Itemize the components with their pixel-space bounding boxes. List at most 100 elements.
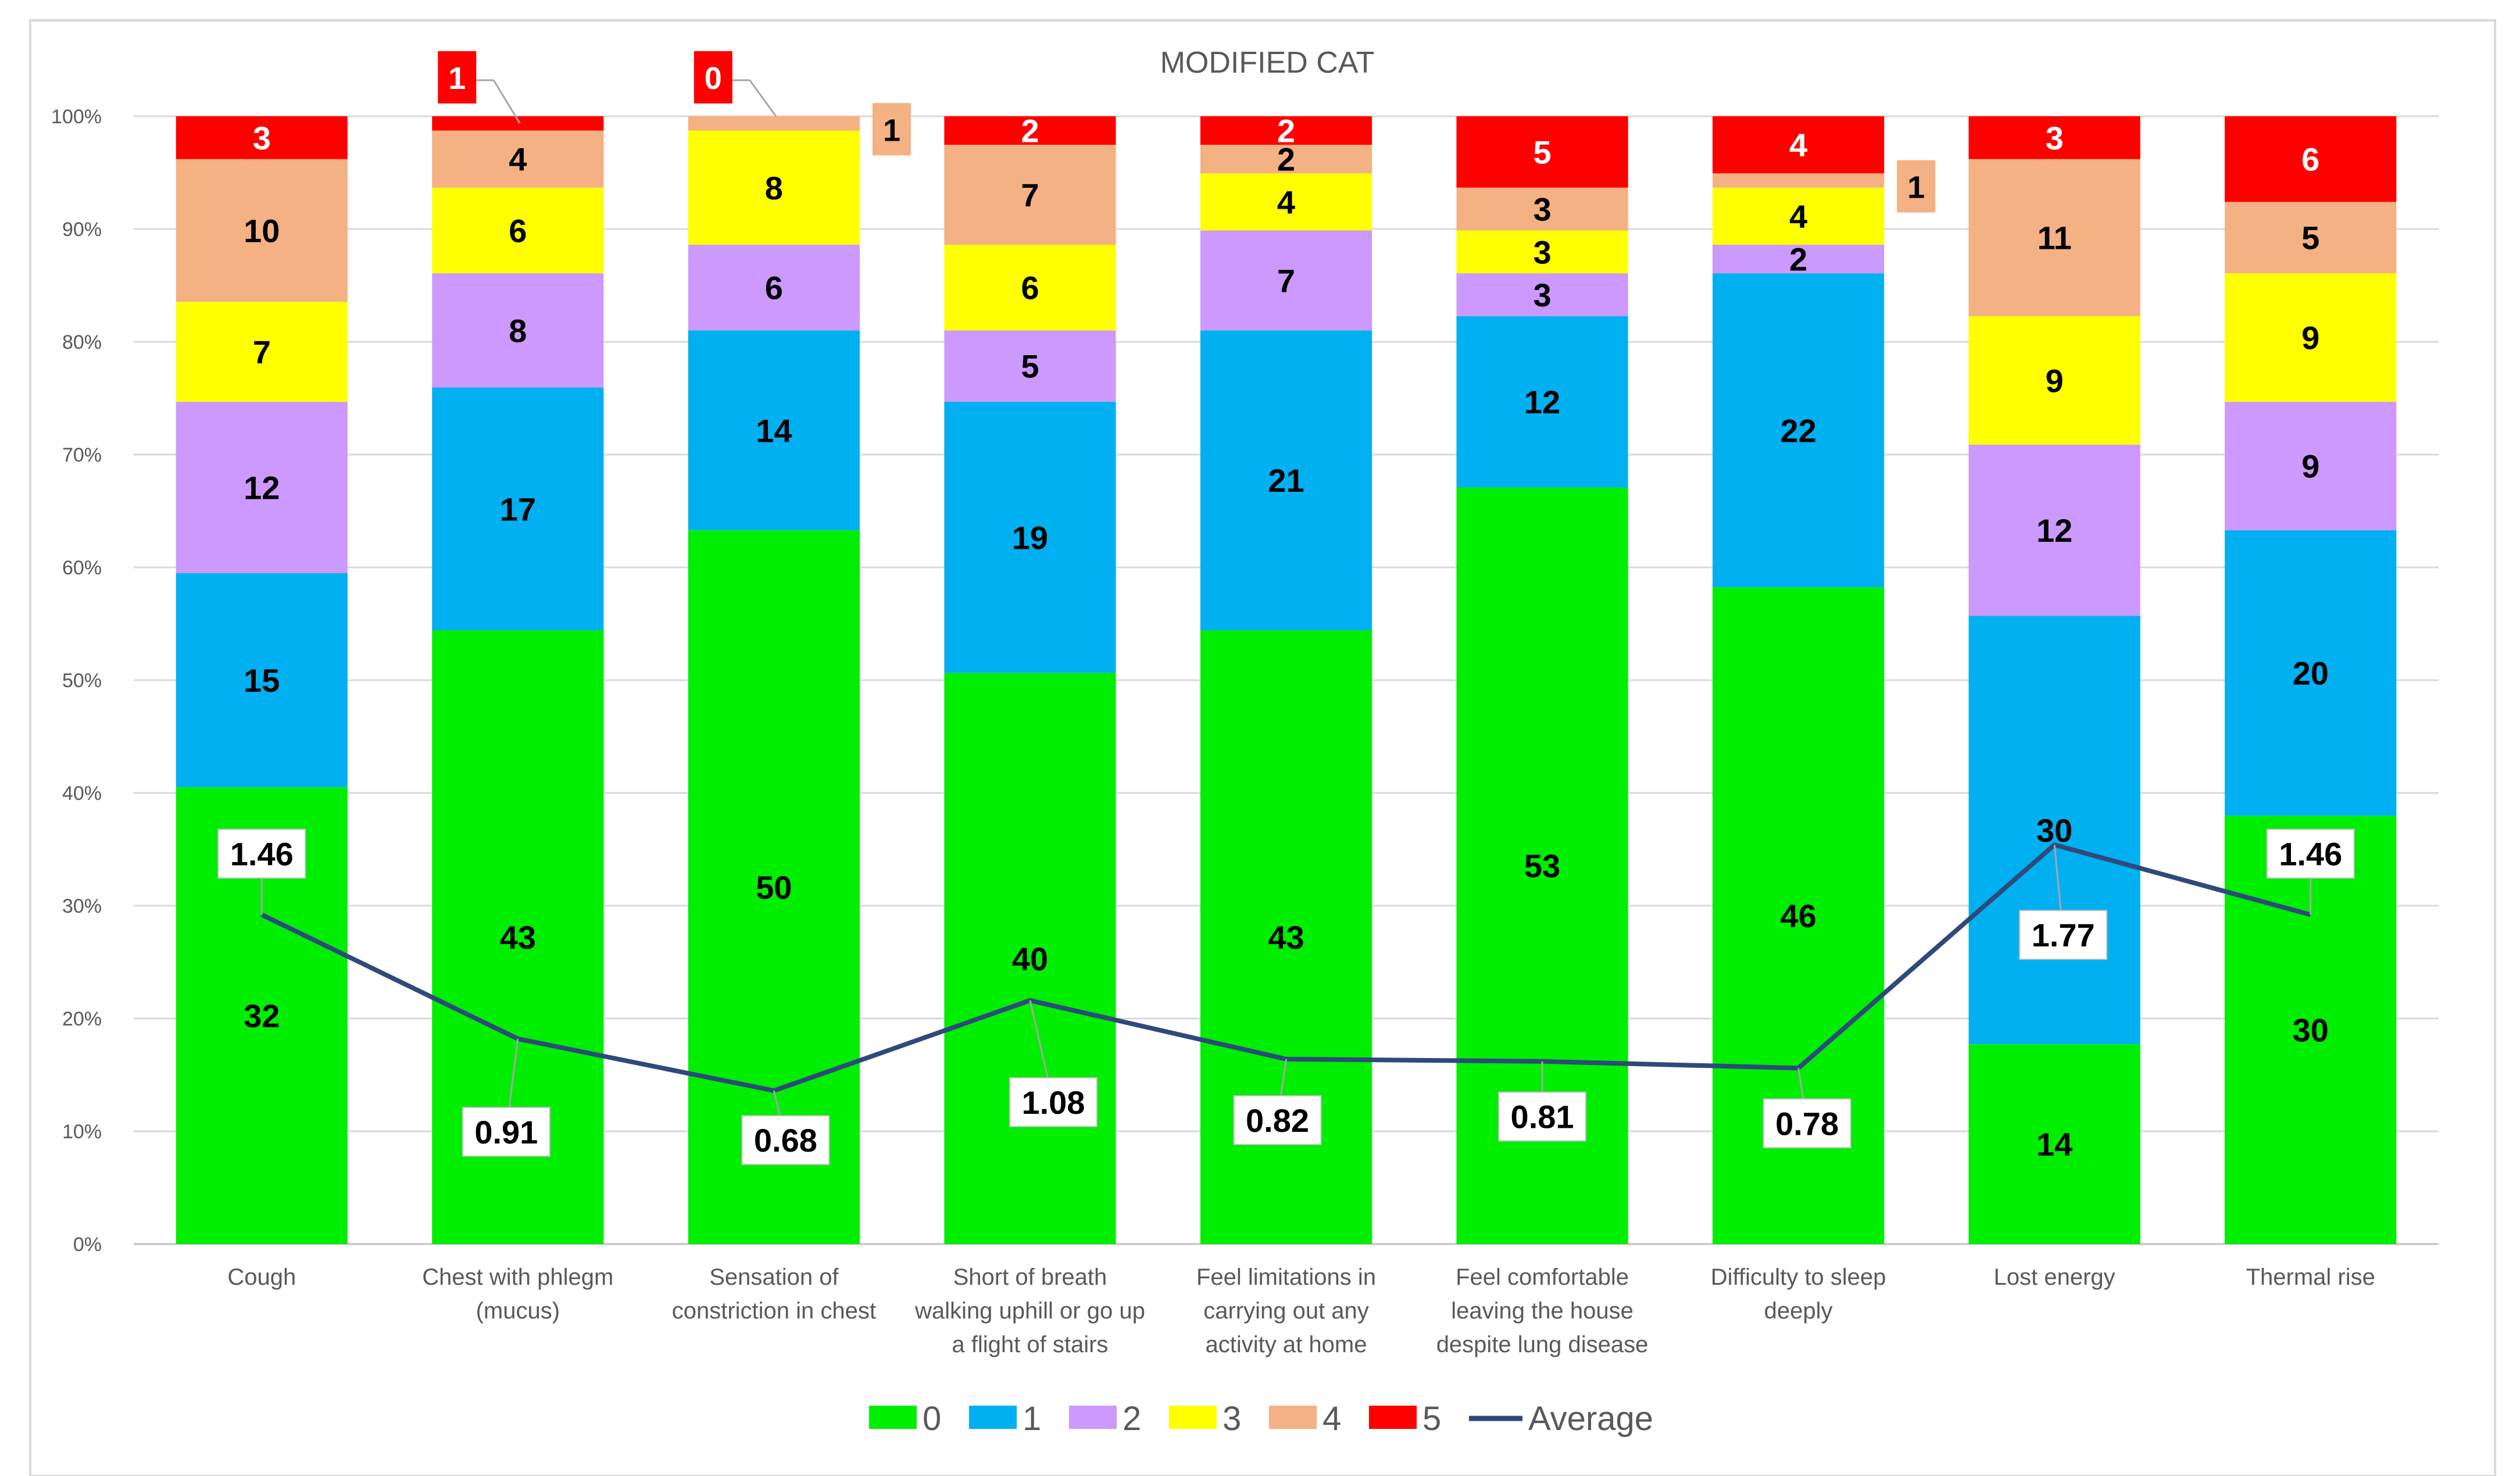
legend-label: 1 [1023, 1400, 1041, 1438]
x-tick-label: Cough [227, 1264, 296, 1290]
bar-segment-score-4 [2225, 202, 2397, 274]
bar-segment-score-3 [688, 130, 860, 245]
bar-value-label: 4 [509, 141, 527, 178]
x-tick-label: Thermal rise [2246, 1264, 2375, 1290]
bar-value-label: 17 [500, 491, 536, 527]
bar-segment-score-3 [1200, 173, 1372, 231]
y-tick-label: 40% [62, 782, 102, 805]
x-tick-label: Chest with phlegm [422, 1264, 613, 1290]
bar-value-label: 7 [253, 334, 271, 370]
bar-segment-score-4 [1200, 145, 1372, 174]
bar-value-label: 9 [2301, 448, 2319, 485]
bar-segment-score-4 [1713, 173, 1885, 188]
bar-value-label: 2 [1277, 113, 1295, 149]
x-tick-label: (mucus) [476, 1298, 560, 1324]
average-label-box [462, 1106, 551, 1157]
average-value-label: 0.91 [474, 1114, 538, 1150]
y-tick-label: 60% [62, 557, 102, 579]
bar-segment-score-3 [432, 187, 604, 274]
x-tick-label: Feel comfortable [1456, 1264, 1629, 1290]
bar-value-label: 3 [1533, 191, 1551, 228]
bar-segment-score-4 [1456, 187, 1628, 231]
bar-segment-score-4 [1968, 159, 2140, 316]
bar-value-label: 32 [244, 998, 280, 1034]
chart-title: MODIFIED CAT [1160, 46, 1375, 80]
bar-value-label: 4 [1277, 184, 1295, 220]
bar-segment-score-5 [1200, 116, 1372, 145]
callout-value-label: 0 [705, 61, 722, 96]
legend-swatch [1069, 1406, 1117, 1429]
average-line: 1.46 0.91 0.68 1.08 0.82 0.81 0.78 1.77 1.46 [217, 828, 2355, 1166]
x-tick-label: deeply [1764, 1298, 1833, 1324]
bar-value-label: 6 [509, 212, 527, 249]
y-tick-label: 90% [62, 219, 102, 241]
average-value-label: 1.46 [2279, 836, 2342, 873]
bar-value-label: 43 [1268, 919, 1304, 956]
bar-value-label: 8 [765, 170, 783, 206]
chart-frame [29, 19, 2496, 1476]
bar-segment-score-4 [688, 116, 860, 131]
average-label-box [1498, 1091, 1587, 1142]
legend-swatch [1169, 1406, 1217, 1429]
bar-value-label: 2 [1789, 241, 1807, 278]
bar-value-label: 2 [1021, 113, 1039, 149]
bar-segment-score-3 [1713, 187, 1885, 245]
bar-value-label: 5 [1533, 134, 1551, 170]
legend-swatch [1369, 1406, 1417, 1429]
callout-value-label: 1 [883, 113, 900, 148]
bar-segment-score-5 [432, 116, 604, 131]
bar-value-label: 9 [2046, 362, 2064, 399]
bar-segment-score-5 [944, 116, 1116, 145]
bar-segment-score-3 [1968, 316, 2140, 445]
bar-value-label: 53 [1524, 848, 1560, 884]
legend-label: 5 [1422, 1400, 1441, 1438]
y-tick-label: 20% [62, 1008, 102, 1030]
x-tick-label: Short of breath [953, 1264, 1107, 1290]
bar-segment-score-5 [176, 116, 348, 159]
bar-value-label: 11 [2038, 220, 2072, 256]
bar-segment-score-3 [1456, 230, 1628, 274]
bar-segment-score-3 [2225, 273, 2397, 402]
x-tick-label: Sensation of [709, 1264, 839, 1290]
bar-segment-score-2 [1968, 444, 2140, 616]
bar-segment-score-1 [1713, 273, 1885, 588]
y-tick-label: 30% [62, 895, 102, 917]
average-label-box [217, 828, 306, 879]
x-tick-label: walking uphill or go up [914, 1298, 1145, 1324]
bar-segment-score-1 [2225, 530, 2397, 816]
callout-box [872, 103, 911, 156]
bar-segment-score-2 [1200, 230, 1372, 331]
bar-value-label: 20 [2293, 655, 2329, 692]
bar-value-label: 6 [1021, 270, 1039, 306]
bar-segment-score-1 [1968, 616, 2140, 1045]
bar-value-label: 22 [1780, 412, 1816, 449]
x-tick-label: a flight of stairs [952, 1332, 1108, 1357]
x-tick-label: leaving the house [1451, 1298, 1633, 1324]
legend-label: 2 [1123, 1400, 1141, 1438]
legend-label-average: Average [1528, 1400, 1653, 1438]
bars [176, 116, 2397, 1245]
bar-value-label: 21 [1268, 462, 1304, 499]
x-tick-label: Lost energy [1994, 1264, 2115, 1290]
bar-value-label: 7 [1021, 177, 1039, 213]
bar-value-label: 3 [1533, 277, 1551, 313]
bar-segment-score-3 [176, 302, 348, 402]
average-label-box [1009, 1077, 1098, 1127]
bar-value-label: 30 [2293, 1012, 2329, 1049]
bar-value-label: 4 [1789, 198, 1807, 235]
bar-segment-score-1 [1200, 330, 1372, 631]
bar-value-label: 46 [1780, 898, 1816, 934]
bar-value-label: 50 [756, 869, 792, 906]
bar-segment-score-2 [176, 402, 348, 573]
bar-value-label: 3 [1533, 234, 1551, 270]
bar-segment-score-3 [944, 245, 1116, 331]
bar-segment-score-1 [944, 402, 1116, 673]
bar-value-label: 7 [1277, 262, 1295, 299]
average-label-box [741, 1115, 830, 1166]
bar-value-label: 3 [2046, 120, 2064, 156]
legend-label: 4 [1322, 1400, 1341, 1438]
callout-box [438, 51, 477, 103]
average-value-label: 1.08 [1021, 1084, 1085, 1121]
